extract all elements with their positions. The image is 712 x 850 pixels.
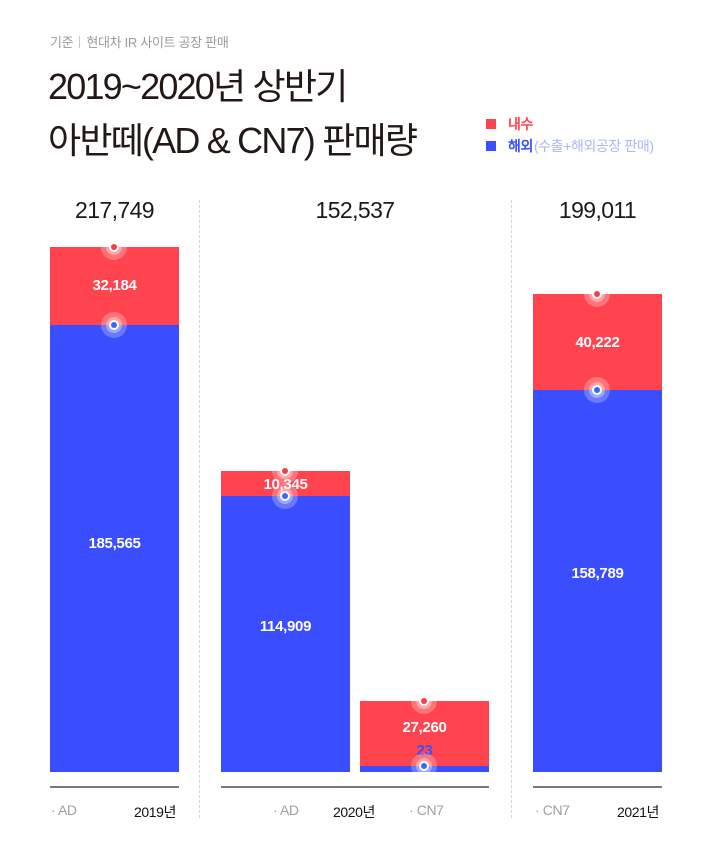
model-label-ad: · AD <box>273 802 299 818</box>
legend-swatch-overseas-icon <box>486 141 496 151</box>
x-axis-baseline <box>50 786 179 788</box>
group-divider <box>199 200 200 818</box>
segment-overseas: 158,789 <box>533 390 662 772</box>
legend: 내수 해외 (수출+해외공장 판매) <box>486 113 654 157</box>
marker-domestic-icon <box>272 458 298 484</box>
value-label-domestic: 27,260 <box>402 719 447 736</box>
group-divider <box>511 200 512 818</box>
bar-2020-cn7: 27,260 23 <box>360 688 489 779</box>
value-label-domestic: 32,184 <box>92 277 137 294</box>
segment-domestic: 27,260 23 <box>360 701 489 766</box>
value-label-overseas: 23 <box>416 742 433 759</box>
source-separator <box>79 36 81 48</box>
chart-title-line1: 2019~2020년 상반기 <box>48 66 348 107</box>
model-label-ad: · AD <box>51 802 77 818</box>
source-value: 현대차 IR 사이트 공장 판매 <box>86 35 229 50</box>
group-total-2020: 152,537 <box>315 197 396 223</box>
legend-swatch-domestic-icon <box>486 119 496 129</box>
x-axis-baseline <box>221 786 489 788</box>
segment-domestic: 40,222 <box>533 294 662 390</box>
bar-2020-ad: 10,345 114,909 <box>221 458 350 772</box>
segment-overseas: 185,565 <box>50 325 179 772</box>
marker-overseas-icon <box>272 483 298 509</box>
source-note: 기준 현대차 IR 사이트 공장 판매 <box>50 32 229 51</box>
chart-title-line2: 아반떼(AD & CN7) 판매량 <box>48 120 418 161</box>
value-label-overseas: 158,789 <box>571 565 624 582</box>
segment-overseas: 114,909 <box>221 496 350 772</box>
year-label-2019: 2019년 <box>134 804 177 820</box>
group-total-2019: 217,749 <box>75 197 155 223</box>
legend-item-overseas: 해외 (수출+해외공장 판매) <box>486 135 654 157</box>
year-label-2021: 2021년 <box>617 804 660 820</box>
year-label-2020: 2020년 <box>333 804 376 820</box>
source-label: 기준 <box>50 35 74 50</box>
legend-item-domestic: 내수 <box>486 113 654 135</box>
x-axis-baseline <box>533 786 662 788</box>
marker-domestic-icon <box>411 688 437 714</box>
marker-domestic-icon <box>101 234 127 260</box>
group-total-2021: 199,011 <box>558 197 637 223</box>
segment-domestic: 32,184 <box>50 247 179 325</box>
value-label-overseas: 185,565 <box>88 535 141 552</box>
legend-label-domestic: 내수 <box>508 116 533 132</box>
value-label-overseas: 114,909 <box>259 618 312 635</box>
legend-label-overseas: 해외 <box>508 138 533 154</box>
marker-overseas-icon <box>411 753 437 779</box>
legend-note-overseas: (수출+해외공장 판매) <box>533 138 654 154</box>
bar-2021-cn7: 40,222 158,789 <box>533 281 662 772</box>
marker-domestic-icon <box>584 281 610 307</box>
model-label-cn7: · CN7 <box>409 802 444 818</box>
chart-title: 2019~2020년 상반기 아반떼(AD & CN7) 판매량 <box>48 60 418 168</box>
model-label-cn7: · CN7 <box>535 802 570 818</box>
value-label-domestic: 40,222 <box>575 334 620 351</box>
marker-overseas-icon <box>101 312 127 338</box>
value-label-domestic: 10,345 <box>263 476 308 493</box>
marker-overseas-icon <box>584 377 610 403</box>
bar-2019-ad: 32,184 185,565 <box>50 234 179 772</box>
